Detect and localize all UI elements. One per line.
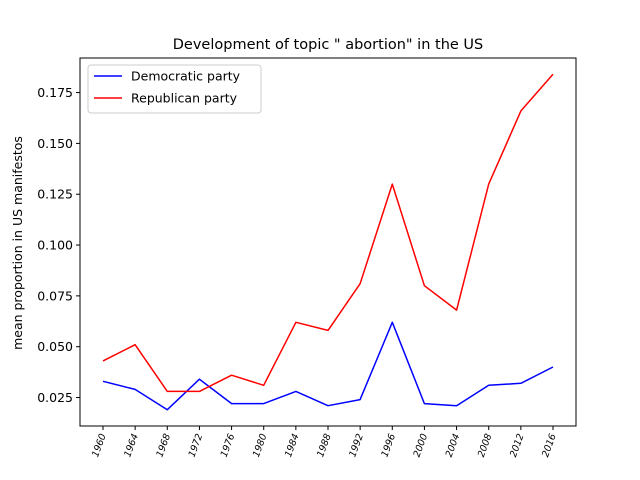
y-tick-label: 0.025 [37,390,73,405]
legend: Democratic party Republican party [87,64,262,114]
y-tick-label: 0.150 [37,136,73,151]
plot-area-frame [79,57,577,427]
series-layer [102,73,554,411]
y-axis-ticks: 0.025 0.050 0.075 0.100 0.125 0.150 0.175 [37,85,80,405]
chart-title: Development of topic " abortion" in the … [173,37,483,53]
y-axis-label: mean proportion in US manifestos [10,136,25,350]
y-tick-label: 0.075 [37,288,73,303]
legend-label: Republican party [131,91,238,106]
legend-label: Democratic party [131,69,241,84]
y-tick-label: 0.100 [37,238,73,253]
y-tick-label: 0.050 [37,339,73,354]
y-tick-label: 0.175 [37,85,73,100]
y-tick-label: 0.125 [37,187,73,202]
series-line-0 [102,321,554,411]
series-line-1 [102,73,554,393]
legend-box [87,64,262,114]
